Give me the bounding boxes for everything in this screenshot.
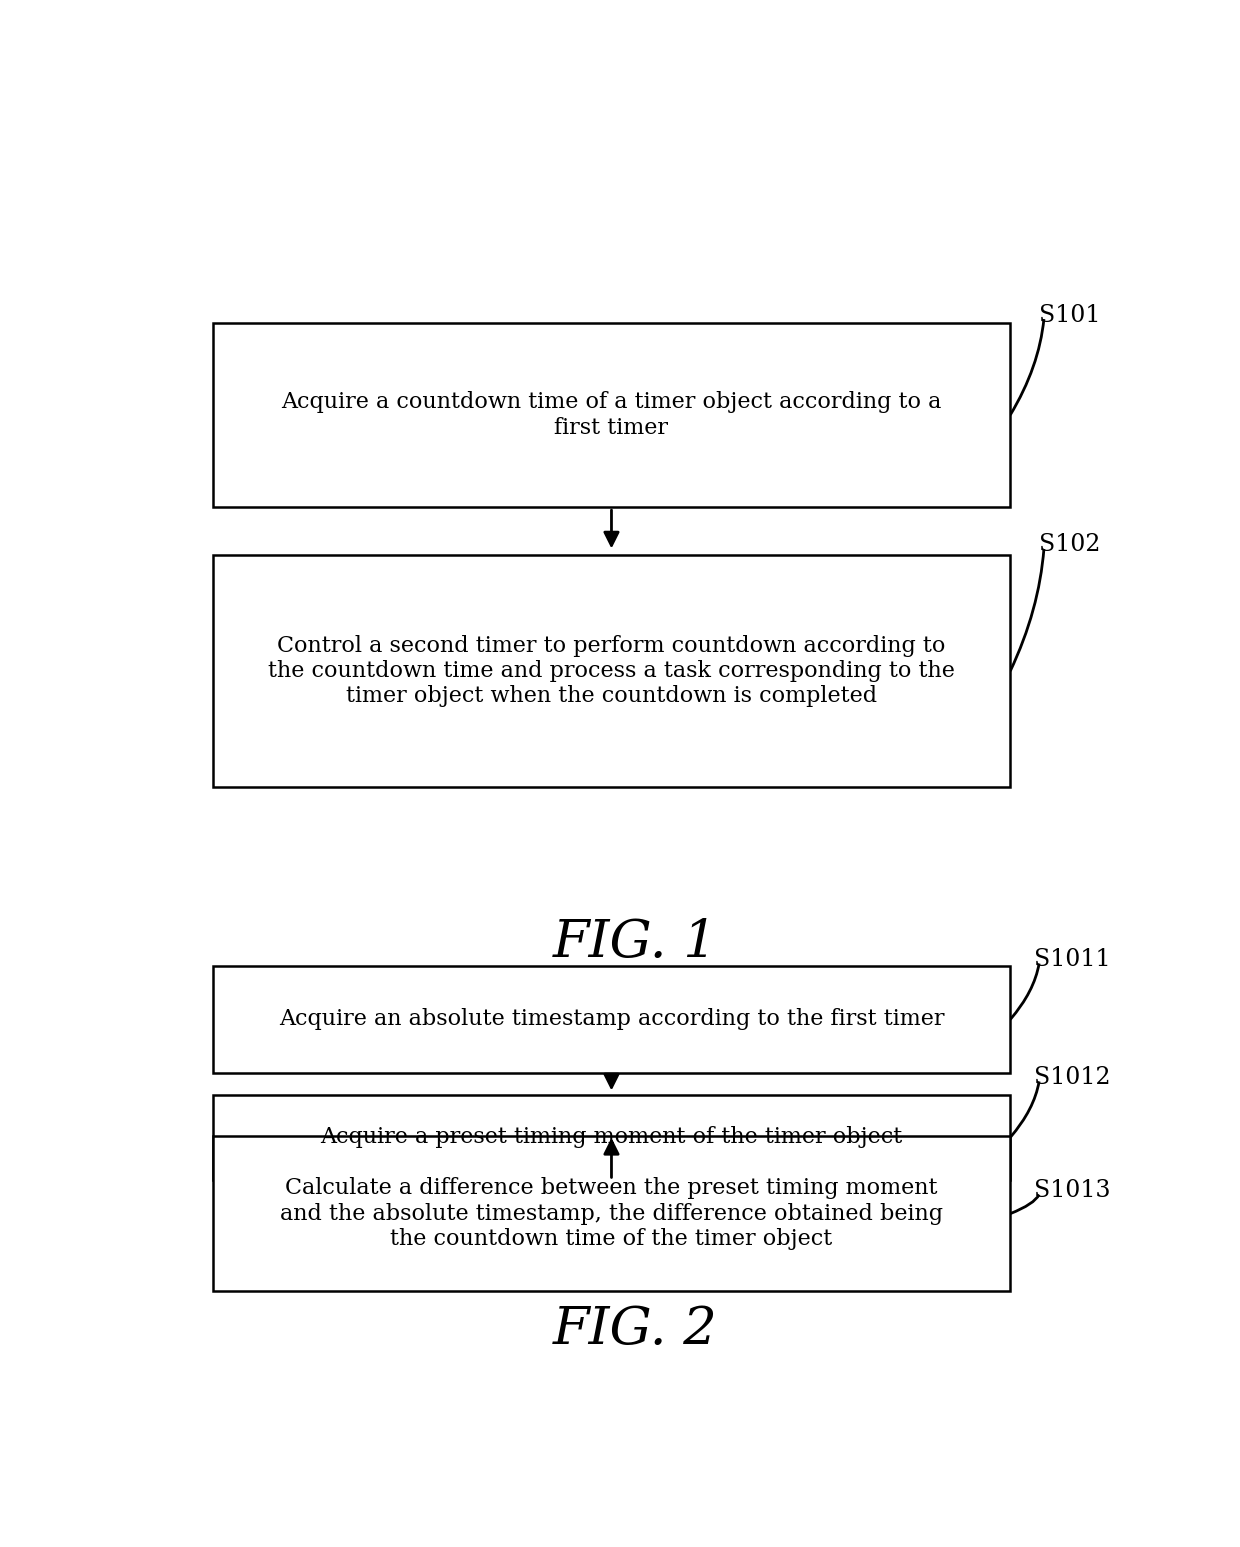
FancyBboxPatch shape bbox=[213, 1095, 1011, 1180]
Text: FIG. 2: FIG. 2 bbox=[553, 1304, 718, 1355]
FancyBboxPatch shape bbox=[213, 555, 1011, 787]
Text: S1013: S1013 bbox=[1034, 1179, 1111, 1202]
Text: Acquire an absolute timestamp according to the first timer: Acquire an absolute timestamp according … bbox=[279, 1009, 944, 1030]
Text: S1011: S1011 bbox=[1034, 948, 1111, 972]
Text: Acquire a preset timing moment of the timer object: Acquire a preset timing moment of the ti… bbox=[320, 1126, 903, 1148]
Text: S101: S101 bbox=[1039, 303, 1101, 326]
FancyBboxPatch shape bbox=[213, 965, 1011, 1074]
Text: Control a second timer to perform countdown according to
the countdown time and : Control a second timer to perform countd… bbox=[268, 634, 955, 707]
FancyBboxPatch shape bbox=[213, 1135, 1011, 1292]
Text: S102: S102 bbox=[1039, 534, 1101, 557]
FancyBboxPatch shape bbox=[213, 323, 1011, 507]
Text: Acquire a countdown time of a timer object according to a
first timer: Acquire a countdown time of a timer obje… bbox=[281, 391, 941, 439]
Text: S1012: S1012 bbox=[1034, 1066, 1111, 1089]
Text: FIG. 1: FIG. 1 bbox=[553, 916, 718, 967]
Text: Calculate a difference between the preset timing moment
and the absolute timesta: Calculate a difference between the prese… bbox=[280, 1177, 942, 1250]
